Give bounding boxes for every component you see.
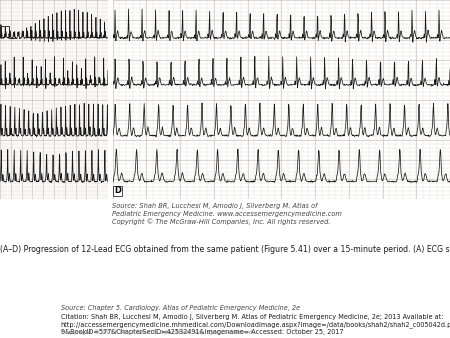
Text: Source: Shah BR, Lucchesi M, Amodio J, Silverberg M. Atlas of
Pediatric Emergenc: Source: Shah BR, Lucchesi M, Amodio J, S… xyxy=(112,203,342,225)
Text: Copyright © 2017 McGraw-Hill Education. All rights reserved.: Copyright © 2017 McGraw-Hill Education. … xyxy=(61,330,254,335)
Text: Citation: Shah BR, Lucchesi M, Amodio J, Silverberg M. Atlas of Pediatric Emerge: Citation: Shah BR, Lucchesi M, Amodio J,… xyxy=(61,314,450,335)
Text: Mc: Mc xyxy=(20,303,36,313)
Text: Source: Chapter 5. Cardiology. Atlas of Pediatric Emergency Medicine, 2e: Source: Chapter 5. Cardiology. Atlas of … xyxy=(61,305,300,311)
Text: (A–D) Progression of 12-Lead ECG obtained from the same patient (Figure 5.41) ov: (A–D) Progression of 12-Lead ECG obtaine… xyxy=(0,245,450,254)
Text: Education: Education xyxy=(14,332,43,337)
Text: Hill: Hill xyxy=(19,320,37,331)
Text: Graw: Graw xyxy=(14,312,42,322)
Text: D: D xyxy=(114,187,121,195)
